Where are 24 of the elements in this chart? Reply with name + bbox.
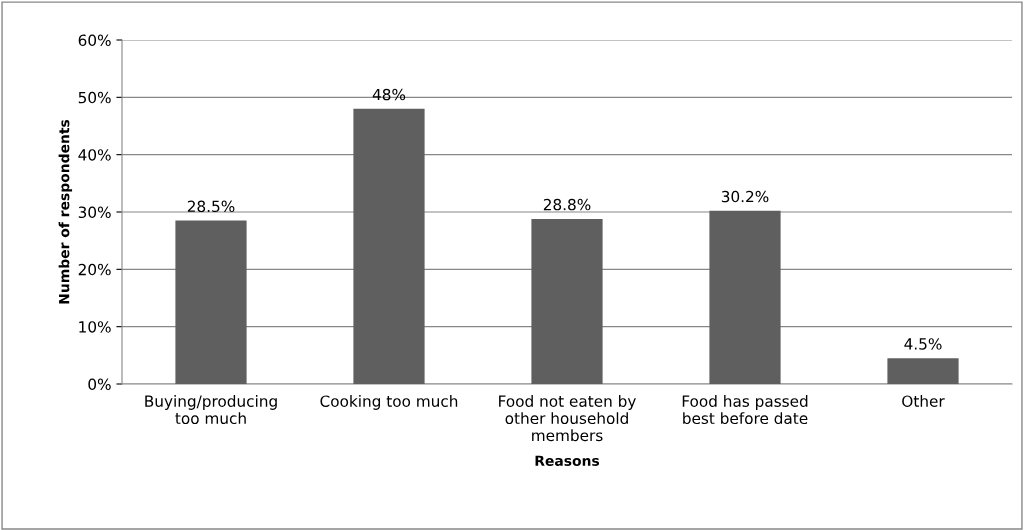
x-tick-label: Food has passed best before date [682, 395, 808, 425]
y-tick-label: 60% [78, 34, 111, 47]
y-tick-label: 0% [88, 378, 111, 391]
y-tick-label: 10% [79, 321, 111, 333]
y-tick-label: 20% [78, 263, 111, 276]
bar [353, 108, 425, 384]
data-label: 28.8% [543, 198, 591, 211]
data-label: 48% [372, 88, 406, 101]
y-tick-label: 30% [78, 206, 111, 219]
data-label: 28.5% [187, 200, 235, 213]
y-tick-label: 40% [78, 149, 111, 161]
bar [709, 210, 781, 384]
bar [175, 220, 247, 384]
bar [531, 218, 603, 384]
x-axis-title: Reasons [535, 455, 600, 466]
x-tick-label: Cooking too much [320, 395, 458, 410]
y-axis-title: Number of respondents [58, 119, 73, 304]
y-tick-label: 50% [78, 91, 111, 104]
data-label: 4.5% [904, 338, 942, 350]
x-tick-label: Buying/producing too much [145, 395, 277, 425]
x-tick-label: Food not eaten by other household members [499, 395, 636, 442]
data-label: 30.2% [721, 190, 769, 203]
bar [887, 358, 959, 384]
x-tick-label: Other [902, 395, 945, 407]
